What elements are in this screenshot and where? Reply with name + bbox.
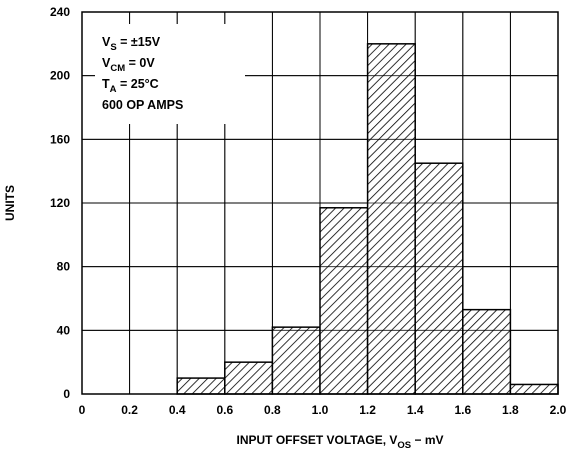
x-tick-label: 1.6 — [454, 403, 471, 417]
x-tick-label: 1.8 — [502, 403, 519, 417]
histogram-bar — [414, 162, 464, 395]
histogram-bar — [176, 377, 226, 395]
axes: 0 0.2 0.4 0.6 0.8 1.0 1.2 1.4 1.6 1.8 2.0 0 40 80 120 1… — [3, 5, 567, 451]
y-tick-label: 40 — [57, 323, 71, 337]
plot-frame — [81, 11, 559, 395]
histogram-bar — [271, 326, 321, 395]
histogram-bar — [509, 383, 559, 395]
conditions-annotation: VS = ±15V VCM = 0V TA = 25°C 600 OP AMPS — [95, 24, 245, 124]
x-tick-label: 2.0 — [550, 403, 567, 417]
annotation-line: TA = 25°C — [102, 77, 159, 95]
x-tick-label: 1.4 — [407, 403, 424, 417]
y-tick-label: 200 — [50, 69, 70, 83]
x-tick-label: 0.8 — [264, 403, 281, 417]
x-tick-label: 0.2 — [121, 403, 138, 417]
y-axis-label: UNITS — [3, 185, 17, 221]
x-axis-label: INPUT OFFSET VOLTAGE, VOS − mV — [237, 433, 444, 451]
x-tick-label: 0.6 — [216, 403, 233, 417]
histogram-bar — [319, 207, 369, 395]
annotation-background — [95, 24, 245, 124]
annotation-line: VS = ±15V — [102, 35, 161, 53]
histogram-bar — [224, 361, 274, 395]
y-tick-label: 160 — [50, 132, 70, 146]
y-tick-label: 80 — [57, 260, 71, 274]
x-tick-label: 0 — [79, 403, 86, 417]
histogram-bar — [366, 43, 416, 395]
x-tick-label: 1.0 — [312, 403, 329, 417]
annotation-line: 600 OP AMPS — [102, 98, 183, 112]
x-tick-label: 0.4 — [169, 403, 186, 417]
annotation-line: VCM = 0V — [102, 56, 155, 74]
y-tick-label: 0 — [63, 387, 70, 401]
y-tick-label: 120 — [50, 196, 70, 210]
y-tick-label: 240 — [50, 5, 70, 19]
histogram-bars — [81, 11, 559, 395]
x-tick-label: 1.2 — [359, 403, 376, 417]
histogram-bar — [462, 308, 512, 395]
